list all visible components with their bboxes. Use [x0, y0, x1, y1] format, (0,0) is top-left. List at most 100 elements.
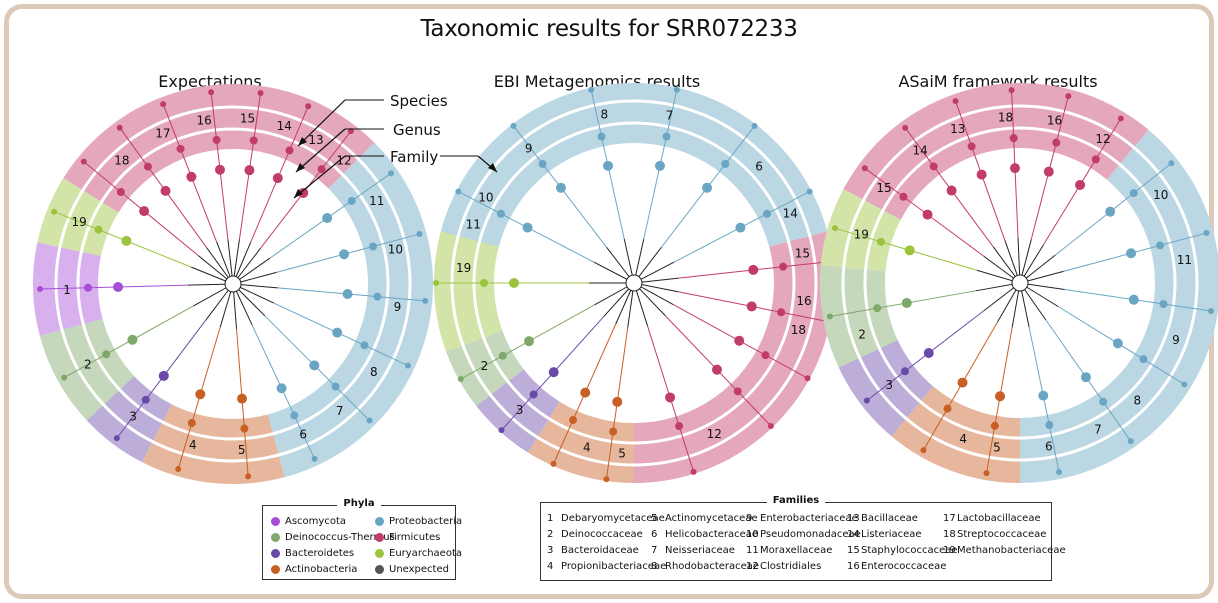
tree-ebi: 2 3 4 5 19 12 18 16 15 14 6 7 8 9 10 11: [433, 82, 834, 483]
tree-node: [952, 98, 959, 105]
family-number-label: 15: [240, 112, 255, 126]
tree-node: [342, 289, 353, 300]
rank-ring: [841, 104, 1199, 462]
family-number-label: 12: [1095, 132, 1110, 146]
tree-node: [673, 86, 680, 93]
rank-ring: [863, 126, 1177, 440]
tree-expectations: 1 19 2 3 4 5 6 7 8 9 10 11 18 17 16 15 14 13 12: [33, 83, 433, 484]
tree-node: [509, 278, 519, 288]
color-swatch: [271, 565, 280, 574]
tree-node: [555, 182, 566, 193]
tree-node: [995, 391, 1006, 402]
tree-asaim: 19 2 3 4 5 6 7 8 9 11 10 15 14 13 18 16 12: [819, 82, 1218, 483]
tree-node: [404, 362, 411, 369]
tree-node: [929, 162, 938, 171]
tree-node: [237, 393, 248, 404]
family-number-label: 6: [1045, 439, 1053, 453]
family-number-label: 6: [299, 427, 307, 441]
color-swatch: [271, 549, 280, 558]
tree-node: [1203, 230, 1210, 237]
tree-node: [597, 132, 606, 141]
tree-node: [510, 122, 517, 129]
legend-item-bacteroidetes: Bacteroidetes: [271, 548, 354, 559]
tree-node: [1105, 206, 1116, 217]
tree-root: [1011, 274, 1029, 292]
tree-node: [550, 460, 557, 467]
family-number-label: 8: [600, 108, 608, 122]
tree-node: [902, 124, 909, 131]
tree-node: [1065, 93, 1072, 100]
tree-node: [702, 182, 713, 193]
tree-node: [94, 225, 103, 234]
legend-item-ascomycota: Ascomycota: [271, 516, 346, 527]
tree-node: [1091, 155, 1100, 164]
legend-item-euryarchaeota: Euryarchaeota: [375, 548, 462, 559]
annot-family: Family: [390, 148, 438, 166]
tree-node: [1043, 166, 1054, 177]
tree-node: [1139, 355, 1148, 364]
annot-genus: Genus: [393, 121, 441, 139]
tree-node: [366, 417, 373, 424]
tree-node: [244, 165, 255, 176]
tree-node: [496, 209, 505, 218]
tree-node: [568, 416, 577, 425]
family-legend-item: 16Enterococcaceae: [847, 561, 947, 572]
tree-node: [873, 304, 882, 313]
family-sector: [891, 386, 1020, 483]
tree-node: [733, 387, 742, 396]
family-number-label: 5: [238, 443, 246, 457]
families-legend: Families 1 Debaryomycetaceae 2 Deinococcace…: [540, 495, 1066, 581]
tree-node: [876, 237, 885, 246]
tree-node: [347, 196, 356, 205]
tree-node: [899, 192, 908, 201]
family-number-label: 3: [885, 378, 893, 392]
tree-node: [455, 188, 462, 195]
family-sector: [1020, 129, 1218, 483]
tree-node: [538, 159, 547, 168]
family-legend-item: 15Staphylococcaceae: [847, 545, 958, 556]
family-sector: [714, 231, 834, 447]
family-number-label: 3: [129, 410, 137, 424]
tree-node: [1075, 179, 1086, 190]
family-number-label: 17: [155, 127, 170, 141]
family-legend-item: 10Pseudomonadaceae: [746, 529, 861, 540]
tree-node: [457, 375, 464, 382]
tree-node: [603, 476, 610, 483]
family-number-label: 10: [478, 191, 493, 205]
family-number-label: 9: [525, 141, 533, 155]
tree-node: [309, 360, 320, 371]
figure-title: Taxonomic results for SRR072233: [420, 16, 798, 42]
tree-node: [976, 169, 987, 180]
tree-node: [863, 397, 870, 404]
family-legend-item: 9 Enterobacteriaceae: [746, 513, 858, 524]
rank-ring: [54, 105, 412, 463]
tree-node: [920, 447, 927, 454]
color-swatch: [271, 533, 280, 542]
tree-node: [901, 297, 912, 308]
family-legend-item: 13Bacillaceae: [847, 513, 918, 524]
family-number-label: 7: [666, 109, 674, 123]
tree-node: [1156, 241, 1165, 250]
tree-node: [480, 279, 488, 287]
family-sector: [63, 83, 375, 213]
color-swatch: [271, 517, 280, 526]
tree-node: [498, 351, 507, 360]
family-legend-item: 12Clostridiales: [746, 561, 822, 572]
tree-node: [665, 392, 676, 403]
tree-node: [662, 132, 671, 141]
family-sector: [843, 82, 1149, 220]
family-number-label: 12: [707, 427, 722, 441]
tree-node: [498, 427, 505, 434]
tree-node: [548, 367, 559, 378]
tree-node: [524, 336, 535, 347]
tree-node: [331, 382, 340, 391]
family-number-label: 8: [370, 365, 378, 379]
tree-node: [113, 282, 124, 293]
tree-node: [763, 209, 772, 218]
family-number-label: 13: [950, 122, 965, 136]
tree-node: [1099, 397, 1108, 406]
tree-node: [249, 136, 258, 145]
tree-node: [588, 86, 595, 93]
families-legend-title: Families: [766, 495, 826, 506]
